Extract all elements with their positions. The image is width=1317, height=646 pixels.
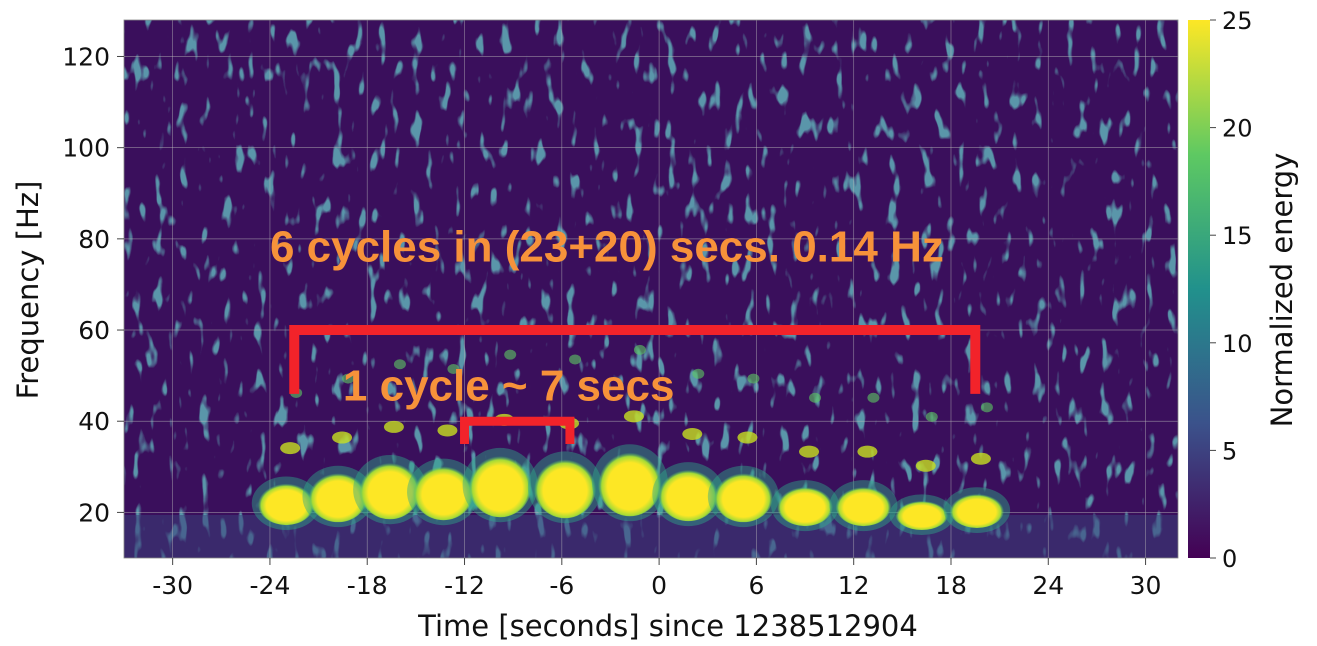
- bracket: [460, 416, 575, 445]
- harmonic-speck: [437, 424, 458, 437]
- x-tick-label: 24: [1032, 571, 1064, 600]
- annotations: 6 cycles in (23+20) secs. 0.14 Hz 1 cycle…: [270, 223, 944, 411]
- harmonic-speck: [393, 359, 406, 370]
- x-tick-label: -6: [549, 571, 574, 600]
- x-tick-label: -18: [347, 571, 388, 600]
- colorbar-tick-label: 5: [1222, 437, 1237, 465]
- y-tick-label: 40: [78, 407, 110, 436]
- y-tick-label: 20: [78, 498, 110, 527]
- signal-blob: [359, 460, 421, 520]
- x-tick-label: 6: [748, 571, 764, 600]
- harmonic-speck: [342, 373, 355, 384]
- x-tick-label: 18: [935, 571, 967, 600]
- plot-frame: [123, 19, 1179, 559]
- harmonic-speck: [383, 420, 404, 433]
- colorbar-ticks: 0 5 10 15 20 25: [1210, 7, 1253, 573]
- harmonic-speck: [925, 411, 938, 422]
- harmonic-speck: [504, 349, 517, 360]
- x-tick-label: 12: [838, 571, 870, 600]
- signal-blob: [468, 452, 532, 518]
- colorbar-tick-label: 10: [1222, 330, 1253, 358]
- x-tick-label: 0: [651, 571, 667, 600]
- signal-blob: [308, 470, 368, 523]
- y-tick-label: 100: [62, 134, 110, 163]
- signal-blob: [658, 467, 719, 522]
- signal-blob: [949, 492, 1005, 529]
- signal-blob: [533, 456, 597, 519]
- y-axis-label: Frequency [Hz]: [11, 181, 45, 400]
- harmonic-speck: [447, 364, 460, 375]
- colorbar-tick-label: 0: [1222, 545, 1237, 573]
- harmonic-speck: [682, 427, 703, 440]
- harmonic-speck: [569, 354, 582, 365]
- harmonic-speck: [980, 402, 993, 413]
- harmonic-speck: [970, 452, 991, 465]
- colorbar-label: Normalized energy: [1265, 153, 1299, 428]
- annotation-text: 1 cycle ~ 7 secs: [343, 362, 675, 411]
- signal-blobs: [251, 344, 1011, 535]
- harmonic-speck: [799, 445, 820, 458]
- harmonic-speck: [280, 442, 301, 455]
- y-tick-label: 80: [78, 225, 110, 254]
- signal-blob: [895, 499, 949, 530]
- colorbar-tick-label: 20: [1222, 115, 1253, 143]
- harmonic-speck: [692, 368, 705, 379]
- x-tick-label: -12: [444, 571, 485, 600]
- x-tick-label: -24: [250, 571, 291, 600]
- harmonic-speck: [633, 344, 646, 355]
- bracket: [289, 325, 981, 394]
- annotation-text: 6 cycles in (23+20) secs. 0.14 Hz: [270, 223, 944, 272]
- signal-blob: [777, 485, 834, 527]
- colorbar-tick-label: 15: [1222, 222, 1253, 250]
- harmonic-speck: [809, 392, 822, 403]
- colorbar: [1188, 20, 1210, 558]
- colorbar-tick-label: 25: [1222, 7, 1253, 35]
- harmonic-speck: [857, 445, 878, 458]
- x-axis-ticks: -30 -24 -18 -12 -6 0 6 12 18 24 30: [152, 558, 1161, 600]
- harmonic-speck: [737, 431, 758, 444]
- signal-blob: [713, 470, 774, 523]
- x-tick-label: 30: [1130, 571, 1162, 600]
- signal-blob: [413, 463, 474, 521]
- harmonic-speck: [332, 431, 353, 444]
- harmonic-speck: [747, 373, 760, 384]
- y-tick-label: 60: [78, 316, 110, 345]
- harmonic-speck: [623, 410, 644, 423]
- harmonic-speck: [867, 392, 880, 403]
- harmonic-speck: [915, 459, 936, 472]
- y-axis-ticks: 20 40 60 80 100 120: [62, 42, 124, 527]
- x-axis-label: Time [seconds] since 1238512904: [417, 609, 918, 643]
- annotation-brackets: [289, 325, 981, 445]
- signal-blob: [835, 485, 892, 527]
- x-tick-label: -30: [152, 571, 193, 600]
- signal-blob: [257, 481, 315, 526]
- signal-blob: [597, 449, 662, 517]
- y-tick-label: 120: [62, 42, 110, 71]
